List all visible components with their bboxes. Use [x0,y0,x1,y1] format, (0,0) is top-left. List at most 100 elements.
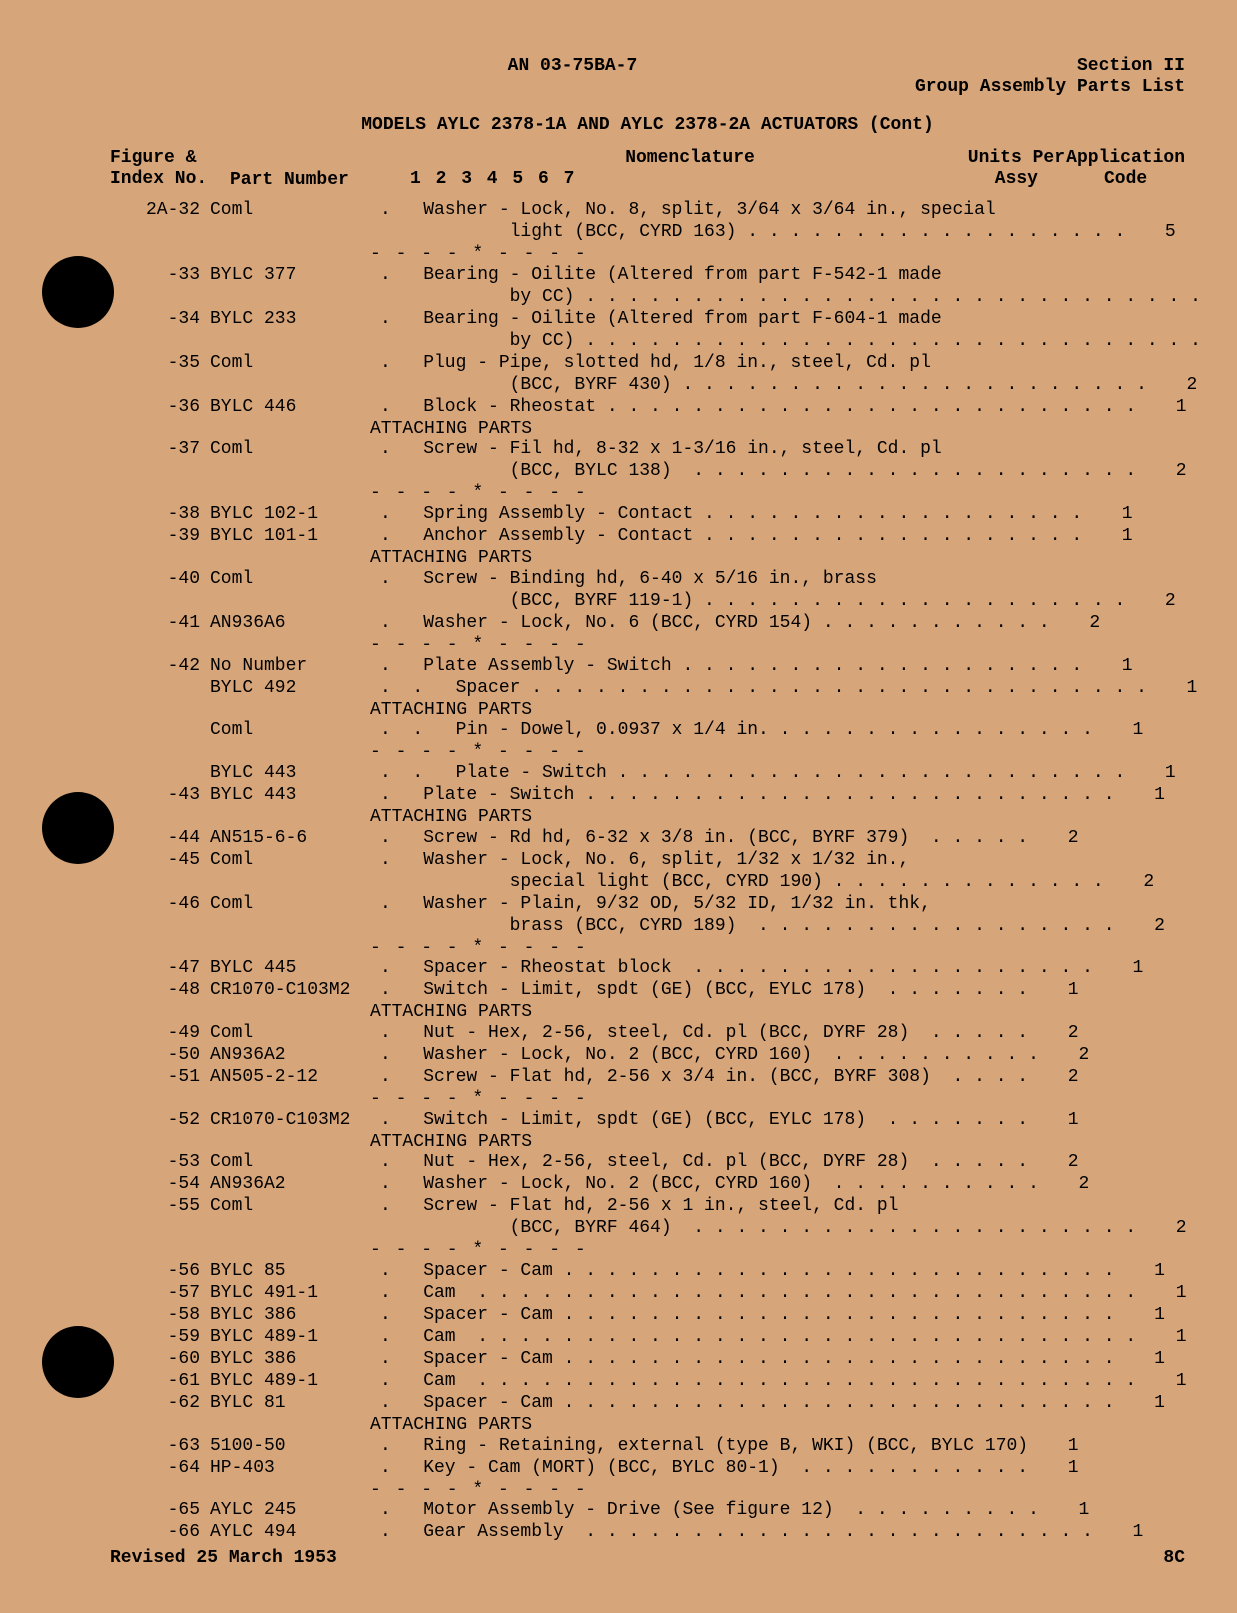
cell-nomenclature: special light (BCC, CYRD 190) . . . . . … [380,872,1114,893]
section-separator: - - - - * - - - - [370,1480,1185,1501]
table-row: (BCC, BYRF 119-1) . . . . . . . . . . . … [110,591,1185,613]
cell-units-per-assy: 2 [1049,1174,1119,1195]
cell-nomenclature: . Plug - Pipe, slotted hd, 1/8 in., stee… [380,353,1005,374]
cell-index: -56 [110,1261,210,1282]
binder-hole-icon [42,792,114,864]
cell-units-per-assy: 1 [1092,504,1162,525]
cell-part-number: BYLC 491-1 [210,1283,380,1304]
table-row: BYLC 492. . Spacer . . . . . . . . . . .… [110,678,1185,700]
cell-units-per-assy: 1 [1146,397,1216,418]
attaching-parts-label: ATTACHING PARTS [370,548,1185,569]
binder-hole-icon [42,256,114,328]
cell-nomenclature: by CC) . . . . . . . . . . . . . . . . .… [380,331,1211,352]
cell-index: -64 [110,1458,210,1479]
cell-part-number: BYLC 233 [210,309,380,330]
section-separator: - - - - * - - - - [370,938,1185,959]
cell-part-number: AYLC 245 [210,1500,380,1521]
cell-nomenclature: . Screw - Flat hd, 2-56 x 1 in., steel, … [380,1196,1005,1217]
table-row: (BCC, BYLC 138) . . . . . . . . . . . . … [110,461,1185,483]
cell-units-per-assy: 1 [1125,1305,1195,1326]
cell-units-per-assy: 1 [1146,1327,1216,1348]
cell-index: -61 [110,1371,210,1392]
cell-nomenclature: . . Plate - Switch . . . . . . . . . . .… [380,763,1135,784]
cell-index: -33 [110,265,210,286]
page-header: AN 03-75BA-7 Section II Group Assembly P… [110,56,1185,97]
cell-nomenclature: . Washer - Lock, No. 8, split, 3/64 x 3/… [380,200,1006,221]
cell-units-per-assy: 2 [1060,613,1130,634]
col-application-line2: Code [1066,169,1185,190]
cell-units-per-assy: 1 [1092,526,1162,547]
table-row: -62BYLC 81. Spacer - Cam . . . . . . . .… [110,1393,1185,1415]
cell-units-per-assy: 2 [1211,287,1237,308]
doc-number: AN 03-75BA-7 [230,56,915,77]
cell-part-number: Coml [210,353,380,374]
cell-index: -50 [110,1045,210,1066]
cell-index: -47 [110,958,210,979]
cell-nomenclature: brass (BCC, CYRD 189) . . . . . . . . . … [380,916,1125,937]
cell-index: -37 [110,439,210,460]
table-row: -35Coml. Plug - Pipe, slotted hd, 1/8 in… [110,353,1185,375]
cell-units-per-assy: 1 [1125,1349,1195,1370]
table-row: -37Coml. Screw - Fil hd, 8-32 x 1-3/16 i… [110,439,1185,461]
cell-part-number: Coml [210,439,380,460]
cell-nomenclature: . Spacer - Rheostat block . . . . . . . … [380,958,1103,979]
col-units-per-line2: Assy [968,169,1065,190]
table-row: -46Coml. Washer - Plain, 9/32 OD, 5/32 I… [110,894,1185,916]
cell-nomenclature: . Spacer - Cam . . . . . . . . . . . . .… [380,1261,1125,1282]
table-row: -48CR1070-C103M2. Switch - Limit, spdt (… [110,980,1185,1002]
cell-nomenclature: . Block - Rheostat . . . . . . . . . . .… [380,397,1146,418]
cell-units-per-assy: 1 [1135,763,1205,784]
table-row: -43BYLC 443. Plate - Switch . . . . . . … [110,785,1185,807]
table-row: brass (BCC, CYRD 189) . . . . . . . . . … [110,916,1185,938]
cell-units-per-assy: 2 [1038,1152,1108,1173]
cell-index: -57 [110,1283,210,1304]
cell-nomenclature: . Spacer - Cam . . . . . . . . . . . . .… [380,1305,1125,1326]
cell-units-per-assy: 1 [1125,1393,1195,1414]
cell-nomenclature: . Screw - Flat hd, 2-56 x 3/4 in. (BCC, … [380,1067,1038,1088]
section-separator: - - - - * - - - - [370,1240,1185,1261]
cell-part-number: BYLC 81 [210,1393,380,1414]
cell-nomenclature: . Key - Cam (MORT) (BCC, BYLC 80-1) . . … [380,1458,1038,1479]
cell-nomenclature: . Washer - Lock, No. 6, split, 1/32 x 1/… [380,850,1005,871]
cell-index: -52 [110,1110,210,1131]
cell-nomenclature: (BCC, BYLC 138) . . . . . . . . . . . . … [380,461,1146,482]
section-separator: - - - - * - - - - [370,483,1185,504]
column-headers: Figure & Index No. Part Number Nomenclat… [110,148,1185,192]
cell-part-number: BYLC 492 [210,678,380,699]
binder-hole-icon [42,1326,114,1398]
cell-units-per-assy: 1 [1125,785,1195,806]
cell-part-number: AN515-6-6 [210,828,380,849]
cell-index: -35 [110,353,210,374]
cell-part-number: Coml [210,894,380,915]
cell-nomenclature: . Gear Assembly . . . . . . . . . . . . … [380,1522,1103,1543]
cell-index: -54 [110,1174,210,1195]
col-figidx-line2: Index No. [110,169,207,190]
cell-index: -63 [110,1436,210,1457]
cell-part-number: BYLC 489-1 [210,1327,380,1348]
cell-part-number: No Number [210,656,380,677]
table-row: -59BYLC 489-1. Cam . . . . . . . . . . .… [110,1327,1185,1349]
page-title: MODELS AYLC 2378-1A AND AYLC 2378-2A ACT… [110,115,1185,136]
cell-nomenclature: . Switch - Limit, spdt (GE) (BCC, EYLC 1… [380,980,1038,1001]
revision-date: Revised 25 March 1953 [110,1548,337,1569]
cell-units-per-assy: 2 [1125,916,1195,937]
cell-part-number: AYLC 494 [210,1522,380,1543]
cell-nomenclature: . Spacer - Cam . . . . . . . . . . . . .… [380,1393,1125,1414]
cell-units-per-assy: 1 [1038,1436,1108,1457]
cell-units-per-assy: 1 [1049,1500,1119,1521]
cell-part-number: BYLC 85 [210,1261,380,1282]
cell-units-per-assy: 1 [1146,1371,1216,1392]
table-row: -42No Number. Plate Assembly - Switch . … [110,656,1185,678]
cell-index: -60 [110,1349,210,1370]
cell-nomenclature: . . Pin - Dowel, 0.0937 x 1/4 in. . . . … [380,720,1103,741]
cell-nomenclature: . Washer - Plain, 9/32 OD, 5/32 ID, 1/32… [380,894,1005,915]
cell-nomenclature: . Washer - Lock, No. 2 (BCC, CYRD 160) .… [380,1174,1049,1195]
section-separator: - - - - * - - - - [370,244,1185,265]
table-row: -40Coml. Screw - Binding hd, 6-40 x 5/16… [110,569,1185,591]
table-row: Coml. . Pin - Dowel, 0.0937 x 1/4 in. . … [110,720,1185,742]
table-row: -45Coml. Washer - Lock, No. 6, split, 1/… [110,850,1185,872]
cell-nomenclature: . Spacer - Cam . . . . . . . . . . . . .… [380,1349,1125,1370]
cell-part-number: BYLC 443 [210,763,380,784]
cell-index: -34 [110,309,210,330]
cell-units-per-assy: 1 [1038,1110,1108,1131]
